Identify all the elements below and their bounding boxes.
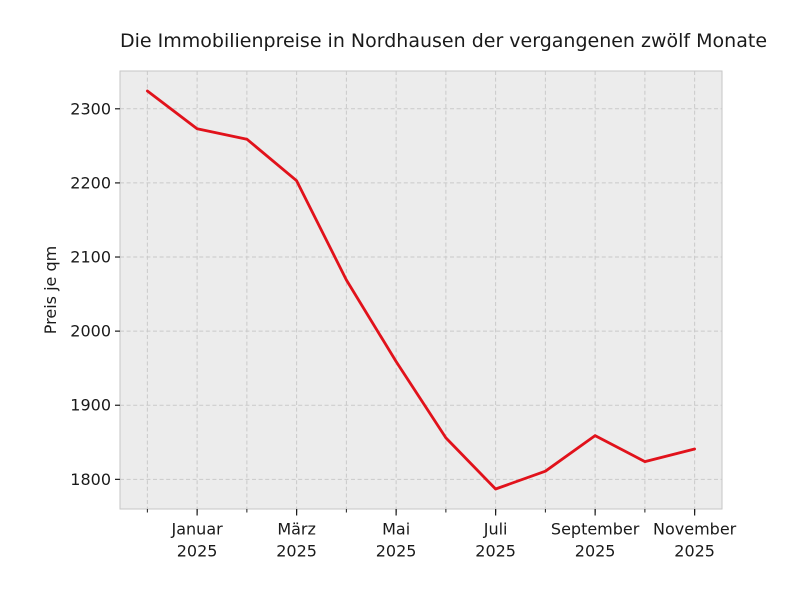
y-tick-label: 2200 [70,173,111,192]
x-tick-label-year: 2025 [177,542,218,561]
x-tick-label-year: 2025 [674,542,715,561]
plot-area [119,70,723,510]
x-tick-label-month: November [653,520,737,539]
x-tick-label-year: 2025 [475,542,516,561]
x-tick-label-year: 2025 [376,542,417,561]
y-tick-label: 2100 [70,248,111,267]
x-tick-label-month: Januar [171,520,224,539]
x-tick-label-month: März [277,520,316,539]
x-tick-label-month: September [551,520,640,539]
y-tick-label: 2300 [70,99,111,118]
y-tick-label: 1900 [70,396,111,415]
x-tick-label-year: 2025 [575,542,616,561]
y-tick-label: 1800 [70,470,111,489]
x-tick-label-month: Juli [483,520,508,539]
y-axis-label: Preis je qm [41,245,60,335]
chart-title: Die Immobilienpreise in Nordhausen der v… [120,30,768,52]
x-tick-label-year: 2025 [276,542,317,561]
y-tick-label: 2000 [70,322,111,341]
x-tick-label-month: Mai [382,520,410,539]
price-line-series [145,89,696,491]
